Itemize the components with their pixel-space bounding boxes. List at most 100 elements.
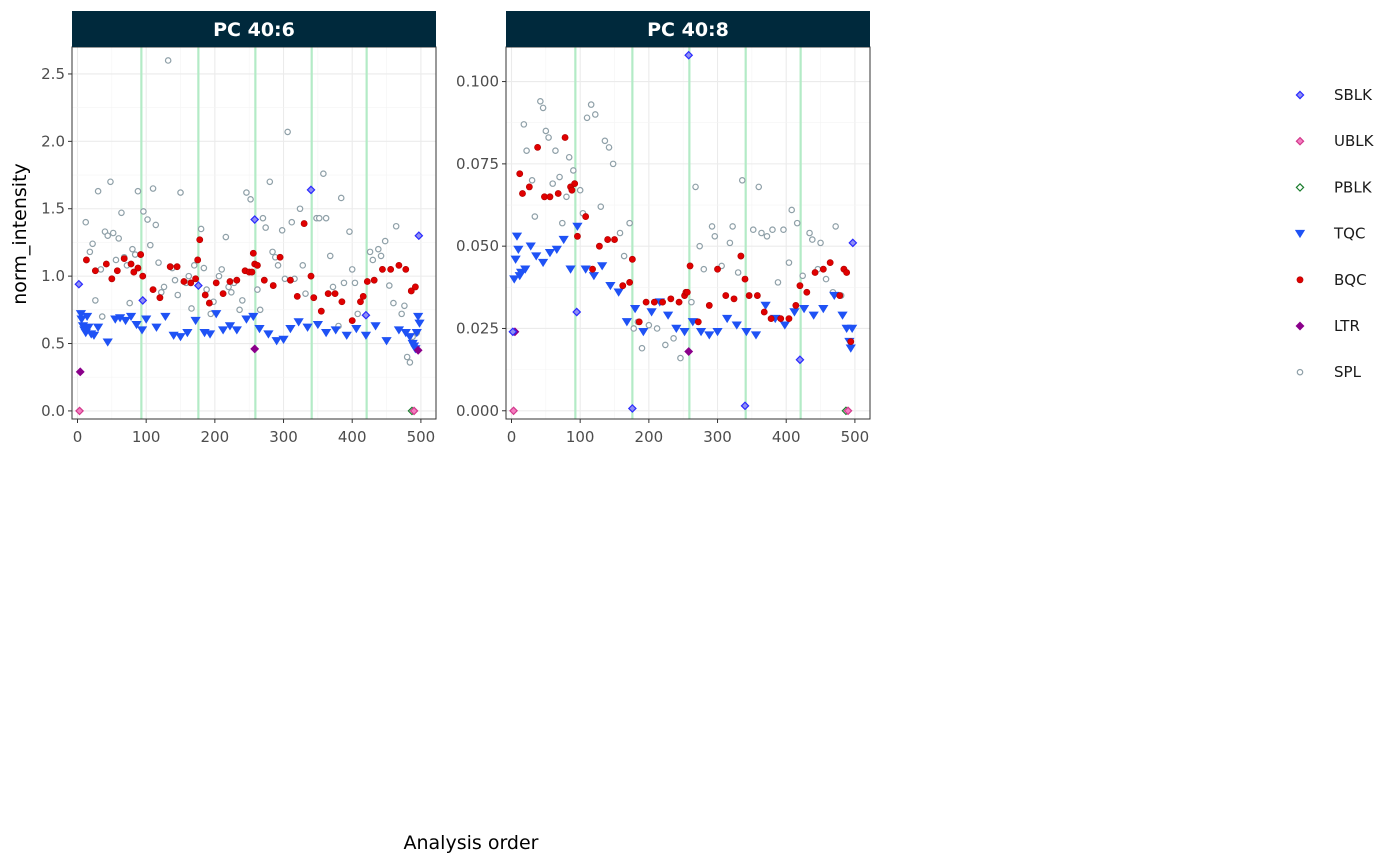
point-bqc	[714, 265, 721, 273]
legend-label: PBLK	[1334, 178, 1373, 196]
point-spl	[542, 127, 550, 135]
point-spl	[107, 178, 114, 186]
point-tqc	[360, 331, 372, 340]
point-spl	[832, 223, 839, 230]
point-bqc	[745, 292, 753, 299]
y-tick-label: 1.0	[41, 267, 65, 285]
point-tqc	[168, 331, 179, 340]
point-spl	[92, 297, 99, 304]
point-bqc	[260, 276, 268, 284]
y-tick-label: 0.5	[41, 335, 65, 353]
point-tqc	[513, 245, 524, 254]
point-ublk	[409, 406, 419, 416]
point-spl	[520, 121, 528, 128]
point-bqc	[127, 260, 135, 268]
point-bqc	[348, 317, 356, 325]
point-spl	[134, 187, 142, 195]
point-tqc	[679, 328, 690, 337]
x-tick-label: 500	[841, 428, 870, 446]
y-tick-label: 0.000	[456, 402, 499, 420]
point-bqc	[811, 269, 819, 276]
point-spl	[609, 160, 617, 168]
point-spl	[758, 229, 765, 237]
point-spl	[708, 223, 716, 230]
legend: SBLK UBLK PBLK TQC BQC LTR SPL	[1294, 86, 1375, 381]
y-tick-label: 2.0	[41, 132, 65, 150]
point-spl	[366, 248, 374, 256]
point-bqc	[546, 193, 554, 201]
point-bqc	[233, 276, 241, 284]
point-sblk	[306, 185, 316, 195]
legend-item-ublk: UBLK	[1295, 132, 1375, 150]
point-bqc	[604, 236, 612, 243]
point-bqc	[796, 282, 804, 290]
point-bqc	[683, 288, 691, 296]
point-tqc	[722, 314, 733, 324]
x-axis-title: Analysis order	[404, 832, 539, 854]
panel-1-title: PC 40:6	[213, 19, 295, 41]
point-spl	[616, 229, 624, 237]
point-spl	[222, 233, 230, 241]
point-tqc	[217, 326, 229, 335]
point-bqc	[134, 264, 142, 272]
point-tqc	[263, 330, 274, 339]
point-bqc	[574, 232, 581, 240]
point-tqc	[151, 323, 162, 332]
point-spl	[296, 205, 304, 213]
point-bqc	[192, 275, 200, 283]
legend-item-bqc: BQC	[1296, 271, 1367, 289]
x-tick-label: 0	[73, 428, 83, 446]
legend-key-ltr	[1295, 321, 1305, 331]
point-bqc	[196, 236, 204, 244]
point-tqc	[413, 312, 424, 322]
panel-1-points	[74, 57, 425, 416]
point-tqc	[520, 265, 531, 274]
point-sblk	[848, 238, 858, 248]
point-spl	[98, 313, 106, 320]
point-spl	[755, 183, 763, 191]
point-bqc	[760, 308, 768, 316]
point-tqc	[671, 324, 682, 333]
legend-key-bqc	[1296, 276, 1304, 284]
point-ublk	[509, 406, 519, 416]
point-spl	[284, 128, 291, 136]
panel-2: PC 40:8 0.000 0.025 0.050 0.075 0.100 0 100 20…	[456, 11, 871, 446]
legend-label: LTR	[1334, 317, 1360, 335]
point-spl	[806, 229, 813, 237]
point-tqc	[695, 328, 707, 337]
panel-1-y-axis: 0.0 0.5 1.0 1.5 2.0 2.5	[41, 65, 72, 420]
point-spl	[346, 228, 353, 235]
point-spl	[738, 177, 746, 184]
x-tick-label: 100	[566, 428, 595, 446]
point-bqc	[803, 288, 811, 296]
point-spl	[403, 353, 411, 361]
point-bqc	[130, 268, 138, 276]
point-spl	[126, 299, 133, 307]
point-bqc	[819, 265, 827, 273]
point-spl	[381, 237, 389, 245]
point-bqc	[741, 275, 749, 283]
panel-2-points	[508, 50, 858, 416]
point-spl	[266, 178, 274, 186]
point-bqc	[402, 265, 410, 273]
legend-label: TQC	[1333, 225, 1365, 243]
point-spl	[174, 291, 182, 299]
point-spl	[157, 289, 165, 296]
point-bqc	[642, 298, 650, 306]
point-spl	[131, 251, 139, 258]
point-tqc	[808, 311, 819, 320]
point-bqc	[619, 282, 627, 290]
point-bqc	[226, 278, 234, 285]
point-bqc	[180, 278, 188, 285]
panel-1: PC 40:6 0.0 0.5 1.0 1.5 2.0 2.5 0 100 200 300 400…	[41, 11, 437, 446]
point-tqc	[102, 338, 113, 347]
point-bqc	[293, 292, 301, 300]
point-spl	[539, 104, 547, 112]
point-tqc	[131, 320, 142, 330]
legend-key-ublk	[1295, 136, 1305, 146]
point-sblk	[572, 307, 582, 317]
point-spl	[549, 180, 557, 187]
point-tqc	[370, 322, 381, 331]
point-tqc	[81, 312, 93, 322]
point-spl	[118, 209, 125, 217]
